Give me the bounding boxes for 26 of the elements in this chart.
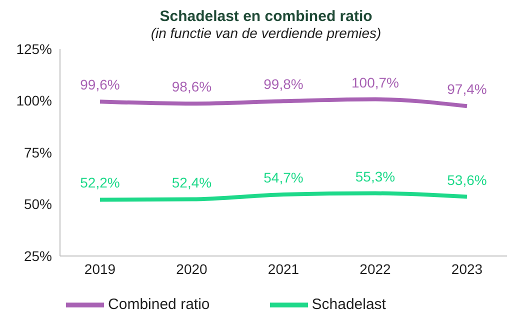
x-tick-label: 2022 xyxy=(360,260,392,277)
data-label: 53,6% xyxy=(447,172,487,188)
data-label: 54,7% xyxy=(264,170,304,186)
x-tick-label: 2020 xyxy=(176,260,208,277)
y-tick-label: 50% xyxy=(24,196,52,212)
data-label: 52,2% xyxy=(80,174,120,191)
data-label: 55,3% xyxy=(355,168,396,184)
legend-label: Schadelast xyxy=(312,296,386,313)
y-tick-label: 125% xyxy=(16,40,52,57)
y-tick-label: 100% xyxy=(16,92,52,109)
x-tick-label: 2019 xyxy=(84,260,116,277)
chart-subtitle: (in functie van de verdiende premies) xyxy=(150,25,382,41)
data-label: 99,8% xyxy=(264,76,304,92)
line-series xyxy=(98,191,469,202)
data-label: 97,4% xyxy=(447,81,487,98)
line-series xyxy=(98,97,469,108)
data-label: 100,7% xyxy=(352,74,399,90)
data-label: 99,6% xyxy=(80,76,120,93)
data-label: 98,6% xyxy=(172,78,212,95)
chart-title: Schadelast en combined ratio xyxy=(158,7,374,25)
data-label: 52,4% xyxy=(172,174,212,190)
x-tick-label: 2023 xyxy=(451,260,483,277)
x-tick-label: 2021 xyxy=(268,260,300,277)
legend-label: Combined ratio xyxy=(108,296,210,313)
y-tick-label: 25% xyxy=(24,248,52,264)
y-tick-label: 75% xyxy=(24,144,52,160)
